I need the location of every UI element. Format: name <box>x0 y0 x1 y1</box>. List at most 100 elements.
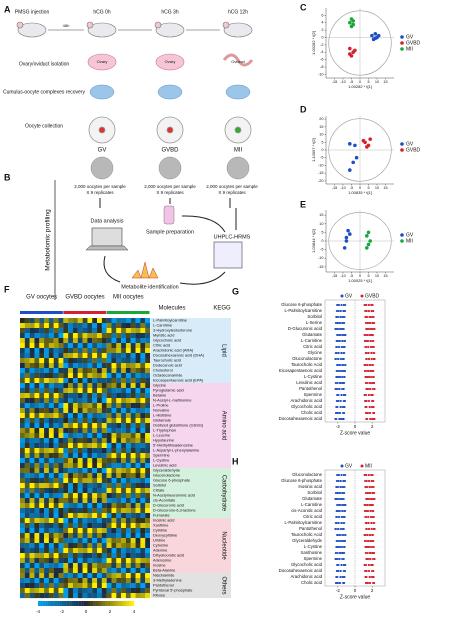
molecule-label: L-Proline <box>153 403 169 408</box>
heat-cell <box>53 508 59 514</box>
legend-swatch <box>340 464 344 468</box>
heat-cell <box>92 578 98 584</box>
heat-cell <box>34 408 40 414</box>
dot <box>338 516 341 518</box>
dot <box>370 352 373 354</box>
heat-cell <box>106 503 112 509</box>
heat-cell <box>97 393 102 399</box>
heat-cell <box>121 488 127 494</box>
heat-cell <box>145 568 151 574</box>
heat-cell <box>24 578 30 584</box>
heat-cell <box>111 433 117 439</box>
heat-cell <box>20 373 25 379</box>
heat-cell <box>121 563 127 569</box>
heat-cell <box>125 443 131 449</box>
dot <box>334 412 337 414</box>
heat-cell <box>92 403 98 409</box>
heat-cell <box>44 403 49 409</box>
y-tick-label: 5 <box>321 140 323 144</box>
legend-swatch <box>400 239 404 243</box>
dot <box>372 486 375 488</box>
heat-cell <box>53 488 59 494</box>
dot <box>373 418 376 420</box>
heat-cell <box>53 513 59 519</box>
heat-cell <box>92 328 98 334</box>
heat-cell <box>106 318 112 324</box>
molecule-label: L-Cystine <box>153 458 169 463</box>
dot <box>364 382 367 384</box>
heat-cell <box>34 338 40 344</box>
heat-cell <box>140 388 146 394</box>
heat-cell <box>53 588 59 594</box>
heat-cell <box>145 558 151 564</box>
heat-cell <box>135 488 141 494</box>
point <box>353 143 357 148</box>
heat-cell <box>101 378 107 384</box>
dot <box>370 474 373 476</box>
legend-label: MII <box>406 46 413 52</box>
dot <box>368 558 371 560</box>
heat-cell <box>125 543 131 549</box>
heat-cell <box>140 348 146 354</box>
heat-cell <box>48 448 54 454</box>
heat-cell <box>68 553 74 559</box>
heat-cell <box>29 403 35 409</box>
dot <box>334 528 337 530</box>
dot <box>335 576 338 578</box>
heat-cell <box>24 413 30 419</box>
heat-cell <box>140 543 146 549</box>
heat-cell <box>140 328 146 334</box>
heat-cell <box>63 563 69 569</box>
heat-cell <box>125 368 131 374</box>
x-tick-label: -10 <box>340 274 346 278</box>
heat-cell <box>77 393 83 399</box>
y-tick-label: -10 <box>318 72 324 76</box>
heat-cell <box>116 413 122 419</box>
heat-cell <box>48 578 54 584</box>
heat-cell <box>34 368 40 374</box>
heat-cell <box>44 363 49 369</box>
heat-cell <box>111 533 117 539</box>
heat-cell <box>58 573 64 579</box>
dot <box>334 552 337 554</box>
dot <box>343 540 346 542</box>
heat-cell <box>24 458 30 464</box>
heat-cell <box>72 548 78 554</box>
heat-cell <box>24 443 30 449</box>
heat-cell <box>130 398 136 404</box>
heat-cell <box>77 413 83 419</box>
heat-cell <box>97 568 102 574</box>
heat-cell <box>24 518 30 524</box>
heat-cell <box>145 533 151 539</box>
heat-cell <box>145 503 151 509</box>
heat-cell <box>34 508 40 514</box>
molecule-label: Niacinamide <box>153 573 174 578</box>
heat-cell <box>97 528 102 534</box>
heat-cell <box>92 478 98 484</box>
heat-cell <box>29 523 35 529</box>
heat-cell <box>130 498 136 504</box>
heat-cell <box>111 343 117 349</box>
heat-cell <box>125 563 131 569</box>
heat-cell <box>63 443 69 449</box>
molecule-label: Glyceraldehyde <box>292 538 322 543</box>
heat-cell <box>111 538 117 544</box>
heat-cell <box>106 383 112 389</box>
heat-cell <box>116 423 122 429</box>
dot <box>370 304 373 306</box>
heat-cell <box>72 363 78 369</box>
heat-cell <box>72 478 78 484</box>
heat-cell <box>63 358 69 364</box>
heat-cell <box>24 318 30 324</box>
heat-cell <box>101 388 107 394</box>
heat-cell <box>68 388 74 394</box>
class-label: Others <box>220 576 226 594</box>
heat-cell <box>135 338 141 344</box>
heat-cell <box>63 558 69 564</box>
heat-cell <box>145 468 151 474</box>
dot <box>338 558 341 560</box>
heat-cell <box>116 428 122 434</box>
heat-cell <box>135 458 141 464</box>
heat-cell <box>29 378 35 384</box>
dot <box>337 570 340 572</box>
